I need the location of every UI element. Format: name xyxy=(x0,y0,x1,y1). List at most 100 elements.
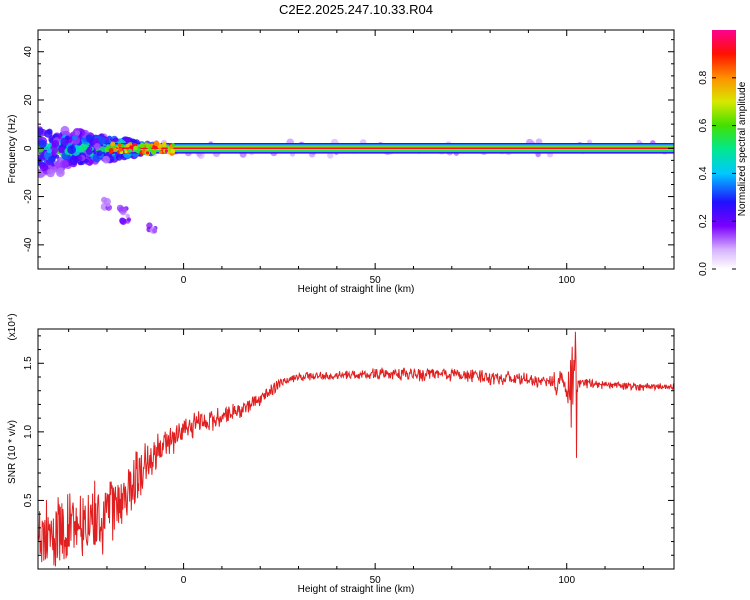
x-tick-label: 0 xyxy=(181,275,187,286)
heat-cell xyxy=(58,146,66,154)
heat-cell xyxy=(153,140,160,147)
snr-axes: 0 50 100 0.5 1.0 1.5 xyxy=(23,329,674,586)
heat-cell xyxy=(133,145,138,151)
colorbar-tick-label: 0.0 xyxy=(698,262,709,276)
y-tick-label: 1.0 xyxy=(23,425,34,439)
heat-cell xyxy=(110,141,116,147)
colorbar-tick-label: 0.2 xyxy=(698,214,709,228)
heat-cell xyxy=(57,167,64,175)
heat-cell xyxy=(105,146,110,151)
main-band-layer xyxy=(107,147,674,150)
heat-cell xyxy=(529,139,534,145)
heat-cell xyxy=(53,160,60,167)
heat-cell xyxy=(38,170,42,177)
heat-cell xyxy=(152,228,158,234)
snr-multiplier: (x10⁴) xyxy=(7,313,18,340)
heat-cell xyxy=(46,148,52,154)
heat-cell xyxy=(81,144,88,151)
heat-cell xyxy=(158,150,163,154)
heat-cell xyxy=(113,137,119,142)
snr-ylabel: SNR (10 * v/v) xyxy=(7,420,18,484)
heat-cell xyxy=(85,134,92,141)
heat-cell xyxy=(116,204,124,212)
colorbar-ticks: 0.0 0.2 0.4 0.6 0.8 xyxy=(698,70,736,276)
heat-cell xyxy=(96,150,103,157)
heat-cell xyxy=(108,148,114,153)
heat-cell xyxy=(65,135,70,141)
heat-cell xyxy=(150,148,157,155)
heat-cell xyxy=(161,142,167,147)
spectrogram-panel: 0 50 100 -40 -20 0 20 40 Height of straight lin… xyxy=(7,29,675,295)
y-tick-label: 1.5 xyxy=(23,356,34,370)
x-tick-label: 0 xyxy=(181,575,187,586)
heat-cell xyxy=(124,150,128,154)
heat-cell xyxy=(39,162,49,172)
heat-cell xyxy=(115,154,123,161)
heat-cell xyxy=(327,152,334,159)
colorbar-tick-label: 0.4 xyxy=(698,166,709,180)
y-tick-label: -40 xyxy=(23,237,34,252)
heat-cell xyxy=(125,213,130,219)
snr-line-area xyxy=(38,331,674,567)
snr-xlabel: Height of straight line (km) xyxy=(298,584,415,595)
heat-cell xyxy=(117,142,122,147)
heat-cell xyxy=(77,155,83,161)
x-tick-label: 50 xyxy=(370,575,382,586)
heat-cell xyxy=(126,143,130,148)
x-tick-label: 100 xyxy=(558,575,575,586)
snr-panel: 0 50 100 0.5 1.0 1.5 Height of straight line … xyxy=(7,313,675,595)
heat-cell xyxy=(139,142,145,149)
spectrogram-axes: 0 50 100 -40 -20 0 20 40 xyxy=(23,30,674,286)
colorbar-tick-label: 0.8 xyxy=(698,70,709,84)
heat-cell xyxy=(74,130,81,136)
heat-cell xyxy=(126,217,132,222)
heat-cell xyxy=(60,159,69,169)
y-tick-label: 40 xyxy=(23,46,34,58)
heat-cell xyxy=(88,159,94,165)
y-tick-label: 20 xyxy=(23,94,34,106)
spectrogram-ylabel: Frequency (Hz) xyxy=(7,115,18,184)
page-title: C2E2.2025.247.10.33.R04 xyxy=(279,2,433,17)
spectrogram-frame xyxy=(37,29,675,270)
x-tick-label: 50 xyxy=(370,275,382,286)
heat-cell xyxy=(51,140,60,148)
heat-cell xyxy=(102,155,111,164)
heat-cell xyxy=(145,151,150,155)
y-tick-label: 0 xyxy=(23,145,34,151)
x-tick-label: 100 xyxy=(558,275,575,286)
heat-cell xyxy=(118,148,123,152)
heat-cell xyxy=(170,149,176,154)
y-tick-label: -20 xyxy=(23,189,34,204)
colorbar-label: Normalized spectral amplitude xyxy=(737,81,748,216)
heat-cell xyxy=(164,149,168,153)
heat-cell xyxy=(55,154,60,159)
heat-cell xyxy=(119,217,126,224)
colorbar-tick-label: 0.6 xyxy=(698,118,709,132)
heat-cell xyxy=(171,143,175,147)
colorbar-gradient xyxy=(712,30,736,269)
heat-cell xyxy=(127,148,133,153)
heat-cell xyxy=(87,146,93,152)
y-tick-label: 0.5 xyxy=(23,493,34,507)
heat-cell xyxy=(69,156,78,166)
heat-cell xyxy=(67,145,76,155)
heat-cell xyxy=(94,143,101,150)
heat-cell xyxy=(98,136,106,144)
heat-cell xyxy=(72,135,77,141)
heat-cell xyxy=(47,169,53,175)
heat-cell xyxy=(38,139,47,149)
heat-cell xyxy=(48,155,56,164)
spectrogram-heatmap xyxy=(38,125,674,234)
heat-cell xyxy=(103,197,112,206)
heat-cell xyxy=(38,128,44,135)
heat-cell xyxy=(46,128,53,135)
heat-cell xyxy=(145,143,151,149)
heat-cell xyxy=(113,147,117,152)
heat-cell xyxy=(49,145,59,155)
heat-cell xyxy=(129,145,133,149)
colorbar: 0.0 0.2 0.4 0.6 0.8 Normalized spectral ampl… xyxy=(698,30,748,276)
snr-frame xyxy=(37,328,675,570)
spectrogram-xlabel: Height of straight line (km) xyxy=(298,284,415,295)
snr-series-line xyxy=(38,331,674,567)
